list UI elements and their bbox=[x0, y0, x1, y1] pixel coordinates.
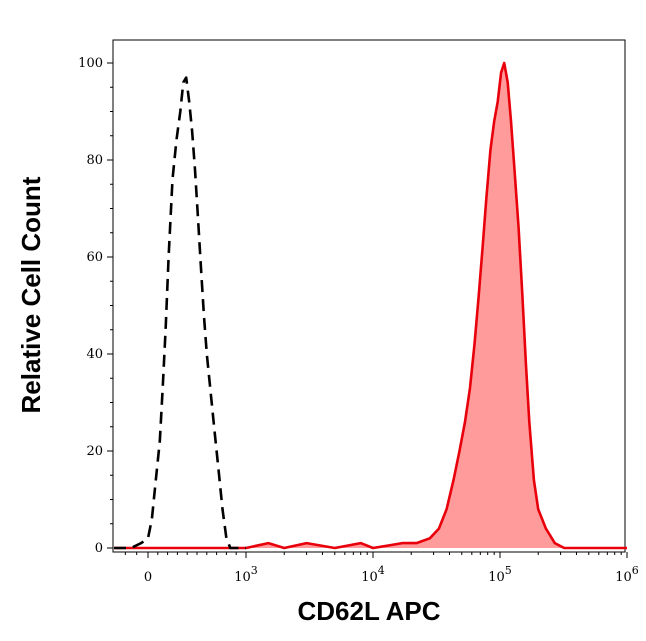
x-axis-title: CD62L APC bbox=[297, 596, 440, 626]
series-area-cd62l-apc bbox=[114, 63, 627, 548]
x-tick-label-10000: 104 bbox=[361, 564, 385, 585]
series-line-cd62l-apc bbox=[114, 61, 627, 550]
y-axis-title: Relative Cell Count bbox=[16, 176, 46, 413]
y-tick-label-0: 0 bbox=[95, 541, 103, 556]
y-tick-label-40: 40 bbox=[86, 347, 103, 362]
x-tick-label-1000000: 106 bbox=[615, 564, 639, 585]
series-line-isotype-control bbox=[114, 76, 246, 550]
series-layer bbox=[114, 61, 627, 550]
y-tick-label-60: 60 bbox=[86, 250, 103, 265]
x-tick-label-0: 0 bbox=[144, 570, 152, 585]
y-tick-label-100: 100 bbox=[78, 56, 103, 71]
x-tick-label-100000: 105 bbox=[488, 564, 512, 585]
plot-frame bbox=[112, 39, 626, 553]
y-tick-label-80: 80 bbox=[86, 153, 103, 168]
y-tick-label-20: 20 bbox=[86, 444, 103, 459]
y-axis-ticks: 0 20 40 60 80 100 bbox=[78, 56, 113, 556]
x-axis-ticks: 0 103 104 105 106 bbox=[144, 552, 639, 585]
x-tick-label-1000: 103 bbox=[234, 564, 258, 585]
minor-ticks bbox=[124, 552, 622, 555]
